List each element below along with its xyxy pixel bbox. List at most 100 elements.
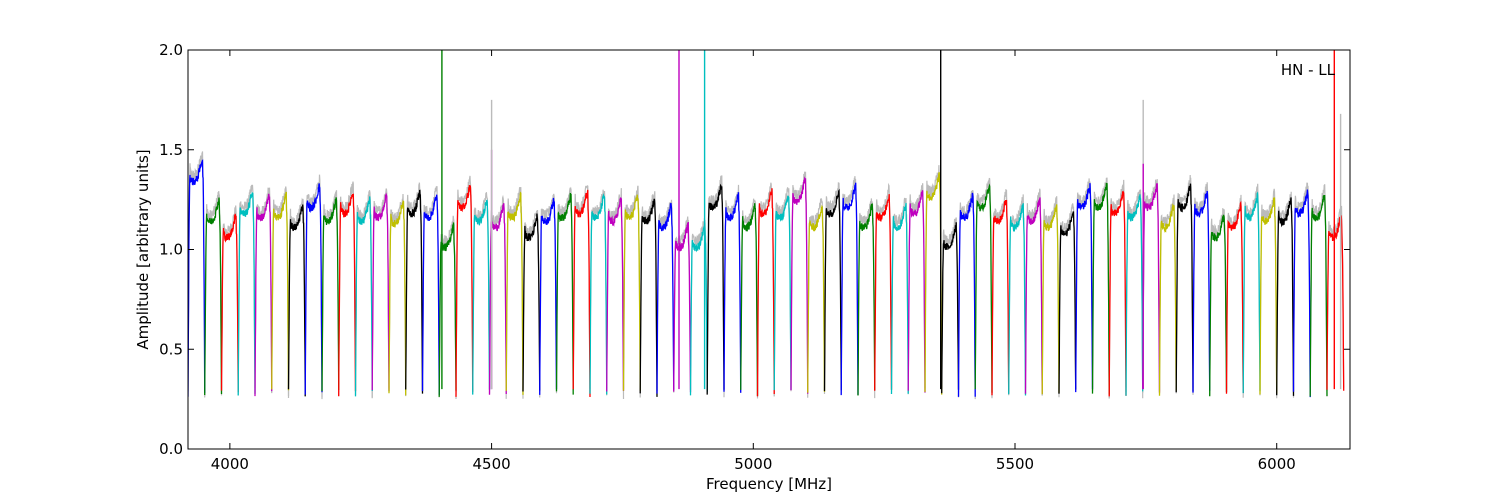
background-trace-29	[673, 216, 692, 393]
channel-trace-37	[807, 204, 826, 393]
background-trace-24	[589, 189, 608, 395]
background-trace-47	[974, 177, 993, 400]
channel-trace-0	[188, 159, 206, 397]
channel-trace-33	[740, 203, 759, 396]
channel-trace-55	[1108, 190, 1127, 397]
background-trace-48	[991, 189, 1010, 398]
channel-trace-46	[957, 192, 976, 397]
channel-trace-64	[1259, 197, 1278, 395]
channel-trace-62	[1225, 200, 1244, 394]
channel-trace-54	[1091, 182, 1110, 395]
channel-trace-49	[1008, 202, 1027, 396]
x-axis-label: Frequency [MHz]	[706, 475, 832, 493]
background-trace-38	[823, 182, 842, 395]
channel-trace-44	[924, 172, 943, 395]
channel-trace-21	[539, 197, 558, 395]
channel-trace-60	[1192, 190, 1211, 393]
channel-trace-25	[606, 197, 625, 392]
background-trace-42	[890, 197, 909, 395]
channel-trace-13	[405, 189, 424, 394]
background-trace-21	[539, 193, 558, 398]
y-tick-label: 0.0	[159, 440, 183, 458]
channel-trace-40	[857, 203, 876, 396]
background-trace-56	[1125, 189, 1144, 399]
x-tick-label: 4500	[472, 455, 510, 473]
channel-trace-16	[455, 184, 474, 397]
y-tick-label: 2.0	[159, 41, 183, 59]
background-trace-53	[1075, 178, 1094, 390]
channel-trace-52	[1058, 211, 1077, 394]
background-trace-35	[773, 187, 792, 396]
y-tick-label: 1.0	[159, 241, 183, 259]
channel-trace-19	[505, 191, 524, 395]
channel-trace-11	[371, 192, 390, 392]
x-tick-label: 5000	[734, 455, 772, 473]
background-trace-52	[1058, 203, 1077, 394]
channel-trace-42	[890, 202, 909, 395]
channel-trace-36	[790, 176, 809, 394]
channel-trace-31	[706, 183, 725, 395]
channel-trace-7	[304, 183, 323, 395]
background-trace-59	[1175, 174, 1194, 394]
y-axis-label: Amplitude [arbitrary units]	[134, 149, 152, 349]
channel-trace-6	[287, 204, 306, 397]
channel-trace-47	[974, 183, 993, 393]
y-tick-label: 0.5	[159, 340, 183, 358]
background-trace-16	[455, 175, 474, 400]
channel-trace-38	[823, 188, 842, 392]
channel-trace-8	[321, 197, 340, 392]
background-trace-62	[1225, 194, 1244, 394]
channel-trace-50	[1024, 197, 1043, 394]
background-trace-11	[371, 188, 390, 398]
background-trace-23	[572, 185, 591, 391]
channel-trace-39	[840, 182, 859, 396]
background-trace-22	[555, 186, 574, 390]
channel-trace-23	[572, 189, 591, 398]
channel-trace-34	[756, 188, 775, 397]
channel-trace-1	[204, 197, 223, 396]
channel-trace-32	[723, 192, 742, 393]
channel-trace-17	[472, 199, 491, 395]
background-trace-66	[1292, 182, 1311, 398]
background-trace-3	[237, 184, 256, 390]
channel-trace-14	[421, 194, 440, 395]
channel-trace-27	[639, 198, 658, 397]
channel-trace-29	[673, 221, 692, 393]
background-trace-57	[1142, 179, 1161, 394]
channel-trace-12	[388, 200, 407, 396]
background-trace-65	[1276, 191, 1295, 399]
channel-trace-48	[991, 199, 1010, 396]
background-trace-54	[1091, 177, 1110, 398]
channel-trace-20	[522, 213, 541, 392]
channel-trace-43	[907, 190, 926, 393]
background-trace-43	[907, 183, 926, 393]
background-trace-45	[941, 217, 960, 397]
background-trace-40	[857, 198, 876, 399]
spectrum-traces	[188, 50, 1345, 400]
channel-trace-63	[1242, 191, 1261, 394]
channel-trace-58	[1158, 203, 1177, 396]
y-tick-label: 1.5	[159, 141, 183, 159]
channel-trace-10	[354, 196, 373, 397]
channel-trace-56	[1125, 194, 1144, 396]
channel-trace-3	[237, 192, 256, 396]
axis-ticks: 4000 4500 5000 5500 6000 0.0 0.5 1.0 1.5 2.0	[159, 41, 1350, 473]
channel-trace-41	[874, 194, 893, 391]
background-trace-36	[790, 171, 809, 392]
channel-trace-61	[1209, 214, 1228, 397]
x-tick-label: 4000	[211, 455, 249, 473]
channel-trace-66	[1292, 189, 1311, 398]
background-trace-1	[204, 191, 223, 398]
panel-annotation: HN - LL	[1281, 61, 1336, 79]
background-trace-46	[957, 189, 976, 398]
channel-trace-53	[1075, 183, 1094, 393]
x-tick-label: 5500	[996, 455, 1034, 473]
channel-trace-35	[773, 195, 792, 391]
background-trace-64	[1259, 188, 1278, 393]
channel-trace-4	[254, 193, 273, 397]
background-trace-60	[1192, 182, 1211, 396]
x-tick-label: 6000	[1258, 455, 1296, 473]
channel-trace-26	[622, 194, 641, 392]
